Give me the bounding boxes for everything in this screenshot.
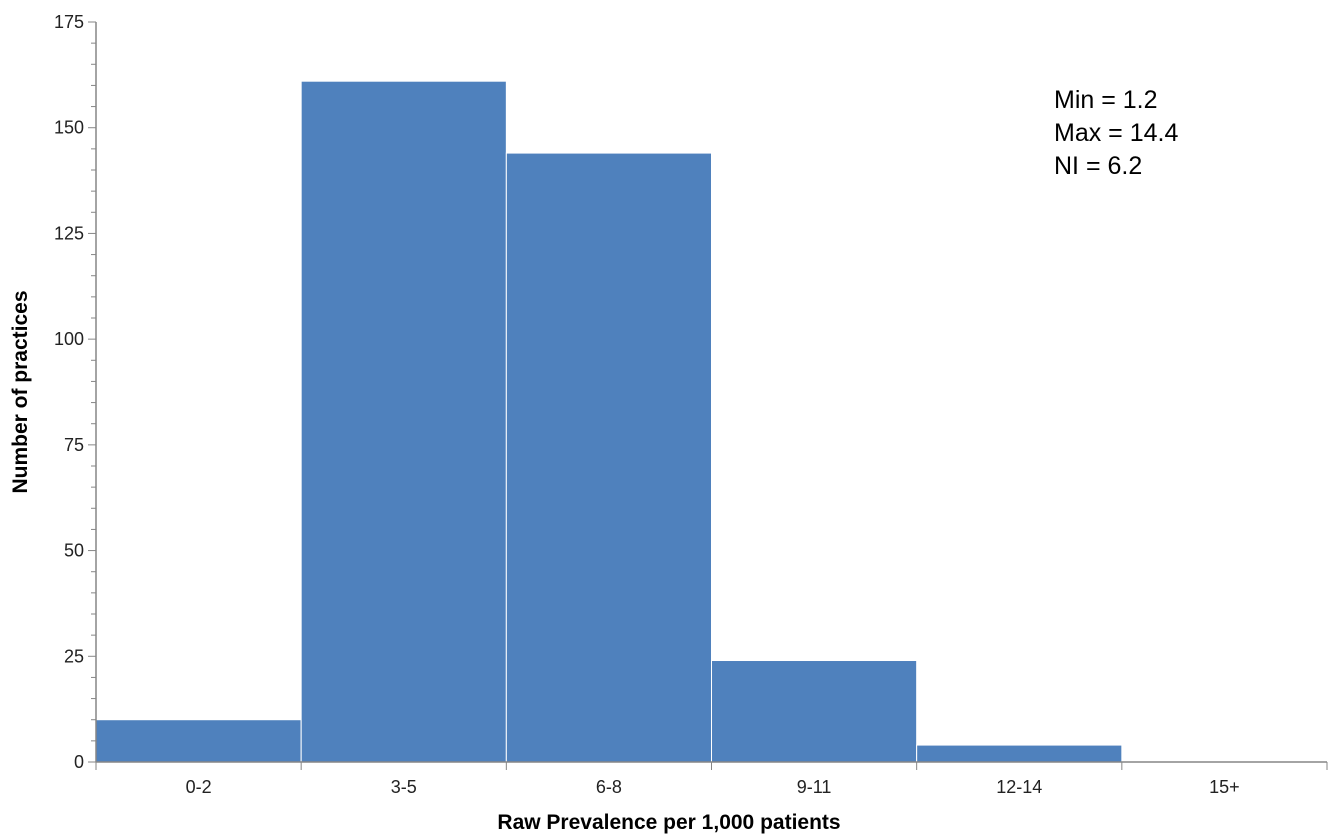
y-tick-label: 175: [54, 12, 84, 32]
y-tick-label: 25: [64, 646, 84, 666]
x-tick-label: 12-14: [996, 777, 1042, 797]
bars-layer: [95, 80, 1123, 763]
y-tick-label: 75: [64, 435, 84, 455]
stats-annotation: Min = 1.2 Max = 14.4 NI = 6.2: [1054, 86, 1178, 180]
annotation-min: Min = 1.2: [1054, 86, 1158, 114]
annotation-max: Max = 14.4: [1054, 119, 1178, 147]
y-tick-label: 150: [54, 118, 84, 138]
x-tick-label: 9-11: [797, 777, 832, 797]
labels-layer: 0 25 50 75 100 125 150 175 0-2 3-5 6-8 9-11 12-14 15+: [54, 12, 1240, 797]
bar-9-11: [711, 660, 918, 763]
annotation-ni: NI = 6.2: [1054, 152, 1142, 180]
ticks-layer: [88, 21, 1328, 770]
y-tick-label: 100: [54, 329, 84, 349]
bar-0-2: [95, 719, 302, 763]
bar-12-14: [916, 744, 1123, 763]
x-axis-title: Raw Prevalence per 1,000 patients: [497, 811, 840, 834]
y-tick-label: 50: [64, 541, 84, 561]
x-tick-label: 15+: [1209, 777, 1240, 797]
x-tick-label: 0-2: [186, 777, 212, 797]
y-axis-title: Number of practices: [9, 290, 32, 493]
bar-3-5: [300, 80, 507, 763]
x-tick-label: 3-5: [391, 777, 417, 797]
y-tick-label: 125: [54, 223, 84, 243]
y-tick-label: 0: [74, 752, 84, 772]
x-tick-label: 6-8: [596, 777, 622, 797]
bar-6-8: [505, 152, 713, 763]
